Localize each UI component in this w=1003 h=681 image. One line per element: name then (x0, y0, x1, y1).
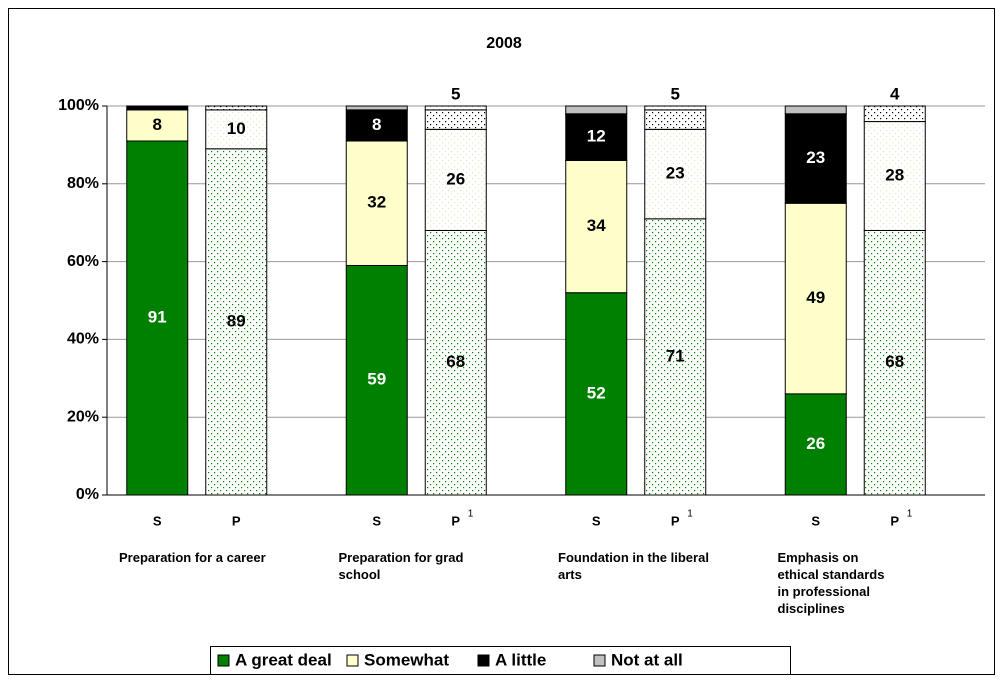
bar-segment (424, 109, 487, 130)
legend-label: Not at all (611, 650, 683, 669)
data-label: 89 (227, 311, 246, 330)
bar-segment (784, 105, 847, 115)
group-label: Preparation for grad school (338, 550, 464, 582)
data-label: 23 (666, 164, 685, 183)
bar-segment (424, 128, 487, 231)
data-label: 4 (890, 84, 900, 103)
legend-label: A great deal (235, 650, 332, 669)
bar-segment (126, 140, 189, 496)
bar-segment (644, 128, 707, 220)
y-tick-label: 20% (67, 408, 99, 425)
x-tick-note: 1 (907, 509, 913, 520)
legend-swatch (217, 654, 230, 667)
bar-segment (424, 105, 487, 111)
data-label: 49 (806, 288, 825, 307)
legend-swatch (477, 654, 490, 667)
bar-segment (863, 121, 926, 231)
legend-box (210, 646, 791, 675)
group-label: Foundation in the liberal arts (558, 550, 709, 582)
bar-segment (565, 105, 628, 115)
bar-segment (205, 105, 268, 111)
x-tick-label: S (592, 513, 601, 528)
data-label: 8 (372, 115, 381, 134)
bar-segment (863, 229, 926, 496)
x-tick-label: P (890, 513, 899, 528)
group-label: Emphasis on ethical standards in profess… (777, 550, 885, 616)
bar-segment (784, 113, 847, 204)
bar-segment (565, 292, 628, 496)
data-label: 26 (446, 169, 465, 188)
bar-segment (565, 159, 628, 294)
x-tick-label: P (451, 513, 460, 528)
group-label-box: Foundation in the liberal arts (558, 550, 709, 582)
x-tick-label: S (153, 513, 162, 528)
bar-segment (644, 105, 707, 111)
data-label: 32 (367, 193, 386, 212)
bar-segment (863, 105, 926, 123)
data-label: 26 (806, 434, 825, 453)
group-label: Preparation for a career (119, 550, 266, 565)
bar-segment (565, 113, 628, 161)
x-tick-label: P (671, 513, 680, 528)
y-tick-label: 0% (76, 486, 99, 503)
bar-segment (205, 109, 268, 150)
chart-title: 2008 (486, 35, 522, 52)
data-label: 68 (885, 352, 904, 371)
x-tick-note: 1 (468, 509, 474, 520)
legend-swatch (346, 654, 359, 667)
x-tick-label: S (811, 513, 820, 528)
data-label: 5 (451, 84, 460, 103)
data-label: 71 (666, 346, 685, 365)
group-label-box: Preparation for a career (119, 550, 266, 565)
y-tick-label: 60% (67, 253, 99, 270)
y-tick-label: 40% (67, 331, 99, 348)
data-label: 34 (587, 216, 606, 235)
data-label: 59 (367, 370, 386, 389)
bar-segment (644, 218, 707, 496)
bar-segment (126, 105, 189, 111)
data-label: 28 (885, 166, 904, 185)
data-label: 5 (671, 84, 680, 103)
x-tick-label: S (372, 513, 381, 528)
y-tick-label: 100% (58, 97, 99, 114)
bar-segment (784, 202, 847, 395)
data-label: 8 (153, 115, 162, 134)
data-label: 10 (227, 119, 246, 138)
bar-segment (644, 109, 707, 130)
legend-label: Somewhat (364, 650, 449, 669)
x-tick-note: 1 (687, 509, 693, 520)
bar-segment (784, 393, 847, 496)
data-label: 68 (446, 352, 465, 371)
group-label-box: Emphasis on ethical standards in profess… (777, 550, 885, 616)
y-tick-label: 80% (67, 175, 99, 192)
bar-segment (345, 109, 408, 142)
legend-label: A little (495, 650, 546, 669)
x-tick-label: P (232, 513, 241, 528)
group-label-box: Preparation for grad school (338, 550, 464, 582)
data-label: 12 (587, 127, 606, 146)
data-label: 52 (587, 383, 606, 402)
data-label: 23 (806, 148, 825, 167)
bar-segment (345, 105, 408, 111)
bar-segment (345, 140, 408, 266)
legend-swatch (593, 654, 606, 667)
data-label: 91 (148, 307, 167, 326)
